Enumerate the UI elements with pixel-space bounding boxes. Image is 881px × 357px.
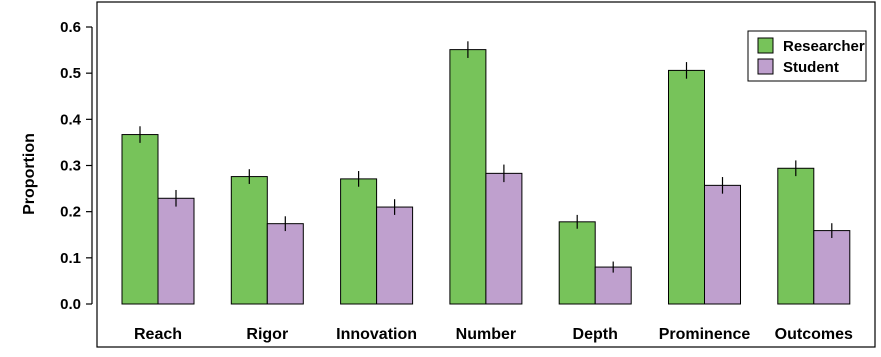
bars-layer (121, 41, 851, 305)
y-axis-title: Proportion (21, 133, 38, 215)
bar-student-number (485, 172, 523, 305)
bar-researcher-reach (121, 134, 159, 305)
bar-student-depth (594, 266, 632, 305)
bar-researcher-innovation (340, 178, 378, 305)
x-tick-label-prominence: Prominence (659, 326, 751, 343)
bar-student-innovation (376, 206, 414, 305)
legend-swatch-student (757, 58, 774, 75)
bar-student-outcomes (813, 230, 851, 305)
bar-student-prominence (704, 184, 741, 305)
bar-researcher-outcomes (777, 167, 815, 305)
x-tick-label-outcomes: Outcomes (775, 326, 853, 343)
legend-swatch-researcher (757, 37, 774, 54)
y-tick-label: 0.0 (60, 296, 81, 313)
y-tick-label: 0.2 (60, 204, 81, 221)
bar-student-reach (157, 197, 195, 305)
x-tick-label-rigor: Rigor (246, 326, 288, 343)
bar-researcher-rigor (230, 176, 268, 305)
plot-frame (96, 1, 876, 348)
bar-researcher-number (449, 49, 487, 305)
x-axis-labels: Reach Rigor Innovation Number Depth Prominenc… (134, 326, 853, 343)
y-tick-label: 0.4 (60, 111, 82, 128)
y-axis: 0.0 0.1 0.2 0.3 0.4 0.5 0.6 (60, 19, 93, 313)
y-tick-label: 0.5 (60, 65, 81, 82)
x-tick-label-depth: Depth (573, 326, 618, 343)
x-tick-label-reach: Reach (134, 326, 182, 343)
x-tick-label-number: Number (456, 326, 516, 343)
bar-researcher-prominence (668, 69, 705, 305)
bar-student-rigor (266, 223, 304, 305)
y-tick-label: 0.6 (60, 19, 81, 36)
x-tick-label-innovation: Innovation (336, 326, 417, 343)
legend-label-researcher: Researcher (783, 38, 865, 55)
bar-researcher-depth (558, 221, 596, 305)
y-tick-label: 0.3 (60, 158, 81, 175)
y-tick-label: 0.1 (60, 250, 81, 267)
legend: Researcher Student (747, 30, 867, 82)
legend-label-student: Student (783, 59, 839, 76)
